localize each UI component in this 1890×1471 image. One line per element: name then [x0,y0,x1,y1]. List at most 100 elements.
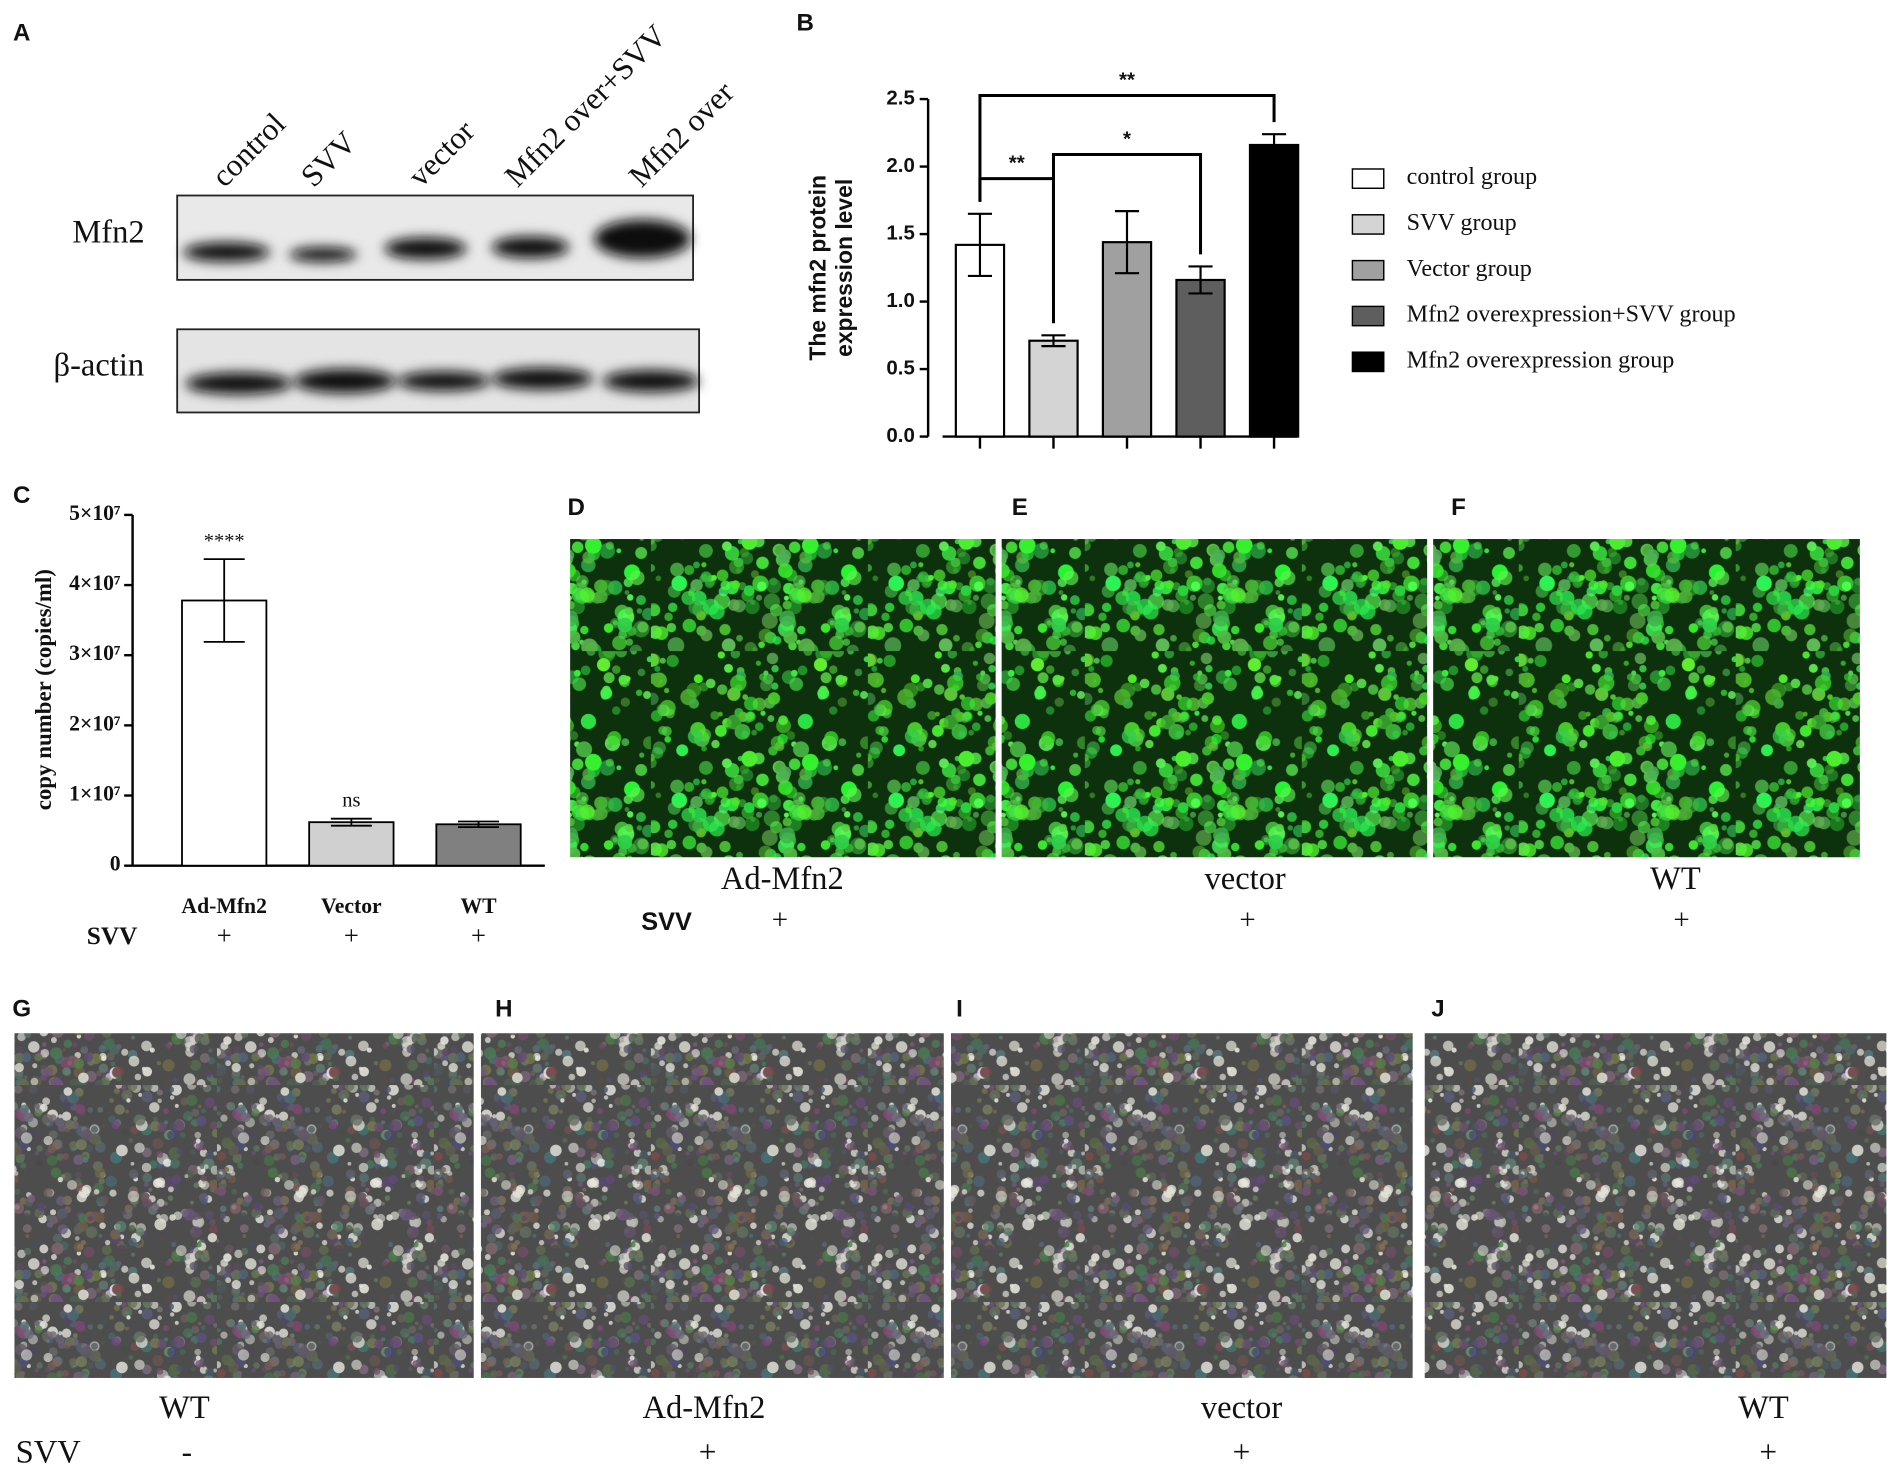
y-tick-label: 1×10⁷ [69,782,121,806]
row-value: + [344,920,359,950]
error-bar [967,212,993,278]
error-bar [203,558,245,643]
y-axis-label: expression level [831,179,857,357]
panel-label: E [1012,494,1028,521]
y-axis-label: copy number (copies/ml) [31,569,56,810]
panel-label: G [12,996,31,1023]
phase-contrast-image [480,1033,944,1378]
panel-label: B [796,10,813,37]
significance-bracket [978,93,1276,202]
panel-label: F [1451,494,1466,521]
fluorescence-image [570,539,996,858]
y-tick-label: 2.5 [886,86,914,109]
image-caption: WT [1738,1390,1789,1426]
legend-swatch [1351,259,1385,281]
y-tick-label: 0 [110,852,121,876]
error-bar [1262,133,1287,157]
panel-label: I [956,996,963,1023]
significance-bracket [1051,153,1203,296]
bar [435,823,522,867]
image-caption: vector [1204,861,1285,897]
x-tick-label: Ad-Mfn2 [181,894,267,918]
y-tick-label: 1.0 [886,289,914,312]
x-tick-label: WT [460,894,497,918]
legend-label: control group [1407,164,1537,190]
significance-label: **** [204,530,245,552]
legend-swatch [1351,168,1385,189]
y-tick-label: 2×10⁷ [69,711,121,735]
y-tick-label: 4×10⁷ [69,571,121,595]
image-caption: vector [1201,1390,1282,1426]
phase-contrast-image [14,1033,474,1378]
image-caption: Ad-Mfn2 [642,1390,765,1426]
bar [1101,241,1153,438]
legend-swatch [1351,214,1385,235]
image-caption: WT [159,1390,210,1426]
panel-label: J [1431,996,1444,1023]
legend-label: Vector group [1407,256,1532,282]
y-tick-label: 1.5 [886,221,914,244]
legend-label: SVV group [1407,210,1517,236]
y-tick-label: 5×10⁷ [69,501,121,525]
bar [181,599,268,867]
y-axis-label: The mfn2 protein [805,175,831,361]
row-value: + [1233,1434,1251,1469]
panel-label: H [495,996,512,1023]
bar [1028,339,1079,438]
row-label: SVV [16,1435,82,1471]
y-tick-label: 0.0 [886,424,914,447]
blot-bands [183,219,691,262]
significance-label: ** [1009,152,1025,175]
y-tick-label: 3×10⁷ [69,641,121,665]
row-value: + [217,920,232,950]
legend-label: Mfn2 overexpression+SVV group [1407,302,1736,328]
panel-label: D [567,494,584,521]
error-bar [1041,334,1066,348]
error-bar [1188,265,1213,295]
significance-label: ** [1119,68,1135,91]
bar [1248,143,1300,438]
significance-label: * [1123,127,1131,150]
row-value: + [772,904,788,936]
lane-label: Mfn2 over [622,74,741,193]
row-label: Mfn2 [72,215,144,251]
lane-label: control [205,106,293,194]
lane-label: SVV [294,124,363,193]
y-tick-label: 2.0 [886,154,914,177]
row-label: β-actin [54,347,145,383]
error-bar [1114,210,1140,275]
error-bar [458,820,500,828]
row-value: + [699,1434,717,1469]
fluorescence-image [1433,539,1860,858]
lane-label: vector [401,113,481,193]
row-value: + [1673,904,1689,936]
row-value: + [1759,1434,1777,1469]
phase-contrast-image [951,1033,1413,1378]
row-value: - [182,1434,192,1469]
legend-label: Mfn2 overexpression group [1407,347,1675,373]
image-caption: WT [1650,861,1701,897]
significance-label: ns [342,790,360,812]
micrographs [14,539,1887,1378]
bar [954,243,1006,438]
row-label: SVV [641,908,692,936]
panel-label: C [13,482,30,509]
error-bar [330,817,372,827]
phase-contrast-image [1424,1033,1887,1378]
bar [308,821,395,867]
legend-swatch [1351,351,1385,373]
row-value: + [1239,904,1255,936]
bar [1175,278,1226,438]
row-label: SVV [87,922,138,950]
legend-swatch [1351,305,1385,327]
blot-box [176,328,701,414]
panel-label: A [13,19,30,46]
image-caption: Ad-Mfn2 [721,861,844,897]
row-value: + [471,920,486,950]
fluorescence-image [1001,539,1428,858]
blot-bands [185,367,700,395]
y-tick-label: 0.5 [886,356,914,379]
x-tick-label: Vector [321,894,382,918]
